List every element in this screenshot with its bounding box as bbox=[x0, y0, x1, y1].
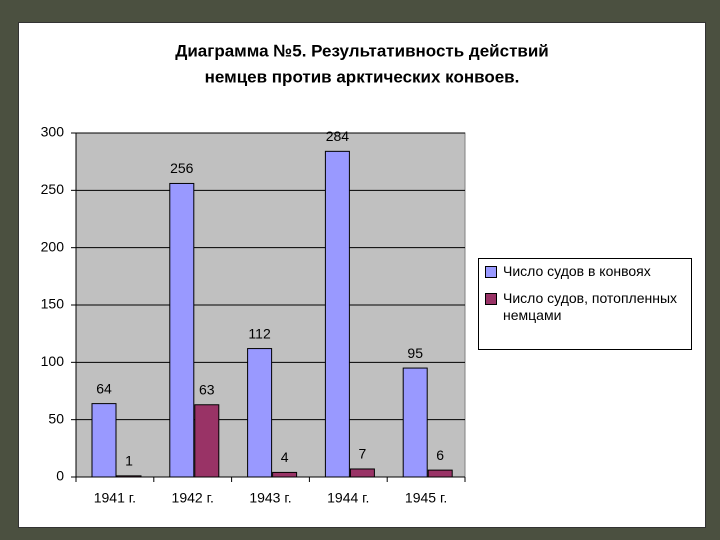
x-tick-label: 1944 г. bbox=[327, 490, 369, 506]
value-label: 64 bbox=[96, 380, 112, 396]
bar bbox=[349, 468, 375, 478]
bar bbox=[194, 404, 220, 478]
legend: Число судов в конвоях Число судов, потопл… bbox=[478, 258, 692, 350]
bar bbox=[116, 475, 142, 478]
legend-swatch bbox=[485, 293, 497, 305]
bar bbox=[402, 367, 428, 478]
value-label: 6 bbox=[436, 447, 444, 463]
value-label: 63 bbox=[199, 381, 215, 397]
x-tick-label: 1942 г. bbox=[172, 490, 214, 506]
value-label: 7 bbox=[359, 446, 367, 462]
y-tick-label: 250 bbox=[41, 181, 65, 197]
y-tick-label: 300 bbox=[41, 124, 65, 140]
chart-title: немцев против арктических конвоев. bbox=[205, 67, 520, 86]
value-label: 4 bbox=[281, 449, 289, 465]
legend-item: Число судов, потопленных немцами bbox=[485, 290, 685, 324]
chart-title: Диаграмма №5. Результативность действий bbox=[175, 41, 549, 60]
legend-label: Число судов, потопленных немцами bbox=[503, 290, 678, 323]
legend-swatch bbox=[485, 266, 497, 278]
legend-label: Число судов в конвоях bbox=[503, 263, 651, 279]
bar bbox=[272, 471, 298, 478]
value-label: 112 bbox=[248, 325, 271, 341]
x-tick-label: 1943 г. bbox=[249, 490, 291, 506]
y-tick-label: 150 bbox=[41, 296, 65, 312]
x-tick-label: 1945 г. bbox=[405, 490, 447, 506]
bar bbox=[247, 348, 273, 478]
value-label: 95 bbox=[407, 345, 423, 361]
legend-item: Число судов в конвоях bbox=[485, 263, 685, 280]
y-tick-label: 0 bbox=[56, 468, 64, 484]
y-tick-label: 50 bbox=[48, 410, 64, 426]
y-tick-label: 100 bbox=[41, 353, 65, 369]
bar bbox=[91, 403, 117, 478]
value-label: 1 bbox=[125, 453, 133, 469]
y-tick-label: 200 bbox=[41, 238, 65, 254]
bar bbox=[169, 182, 195, 478]
value-label: 256 bbox=[170, 160, 194, 176]
x-tick-label: 1941 г. bbox=[94, 490, 136, 506]
value-label: 284 bbox=[326, 128, 350, 144]
bar bbox=[324, 150, 350, 478]
bar bbox=[427, 469, 453, 478]
